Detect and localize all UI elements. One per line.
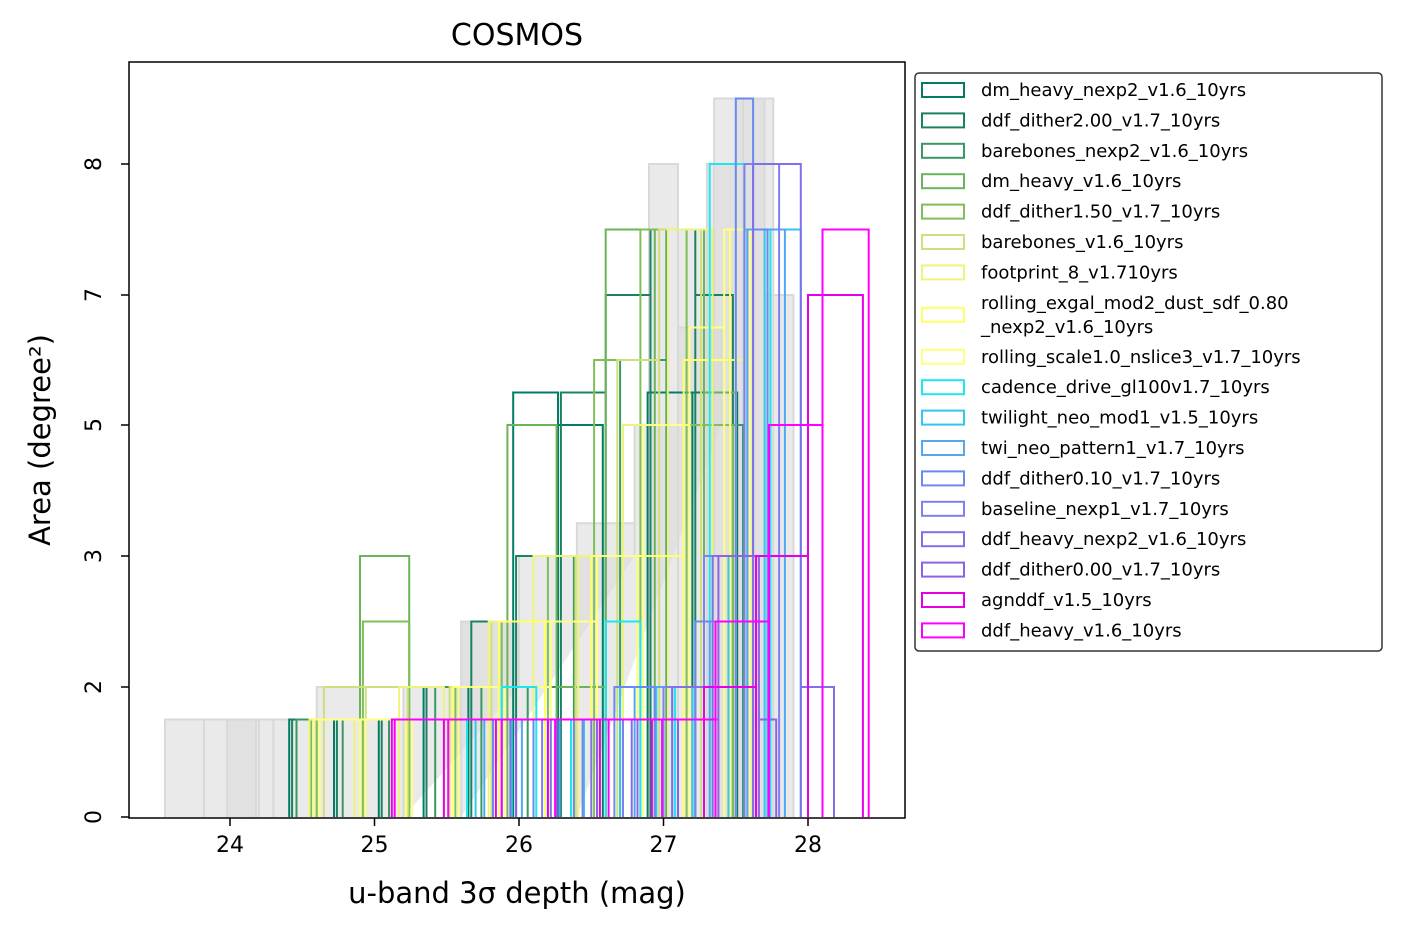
legend-label-14: baseline_nexp1_v1.7_10yrs: [981, 499, 1229, 520]
legend: dm_heavy_nexp2_v1.6_10yrs ddf_dither2.00_…: [914, 72, 1383, 652]
x-tick-label-25: 25: [361, 833, 389, 858]
legend-label-12: twi_neo_pattern1_v1.7_10yrs: [981, 438, 1244, 459]
y-tick-label-5: 5: [82, 418, 107, 432]
histogram-series-14: [500, 163, 781, 817]
x-axis-label: u-band 3σ depth (mag): [348, 876, 686, 910]
legend-label-16: ddf_dither0.00_v1.7_10yrs: [981, 560, 1220, 581]
histogram-series-18: [393, 228, 870, 817]
legend-label-8: rolling_exgal_mod2_dust_sdf_0.80 _nexp2_v…: [980, 293, 1289, 338]
legend-swatch-1: [921, 82, 965, 98]
plot-frame: [128, 61, 906, 819]
legend-swatch-10: [921, 379, 965, 396]
legend-swatch-5: [921, 203, 965, 220]
legend-label-6: barebones_v1.6_10yrs: [981, 232, 1183, 253]
legend-swatch-8: [921, 306, 965, 323]
legend-swatch-15: [921, 531, 965, 548]
x-axis: 24 25 26 27 28: [216, 818, 822, 858]
y-tick-label-3: 3: [82, 549, 107, 563]
background-histograms: [164, 97, 795, 817]
legend-label-3: barebones_nexp2_v1.6_10yrs: [981, 141, 1248, 162]
y-tick-label-8: 8: [82, 157, 107, 171]
y-tick-label-0: 0: [82, 810, 107, 824]
legend-label-2: ddf_dither2.00_v1.7_10yrs: [981, 110, 1220, 131]
legend-label-17: agnddf_v1.5_10yrs: [981, 590, 1152, 611]
legend-label-18: ddf_heavy_v1.6_10yrs: [981, 620, 1182, 641]
legend-label-1: dm_heavy_nexp2_v1.6_10yrs: [981, 80, 1246, 101]
legend-swatch-6: [921, 234, 965, 250]
legend-label-7: footprint_8_v1.710yrs: [981, 262, 1178, 283]
legend-label-4: dm_heavy_v1.6_10yrs: [981, 171, 1181, 192]
x-tick-label-27: 27: [650, 833, 678, 858]
legend-swatch-16: [921, 561, 965, 578]
background-fill-1: [227, 719, 274, 817]
legend-label-15: ddf_heavy_nexp2_v1.6_10yrs: [981, 529, 1246, 550]
legend-swatch-17: [921, 592, 965, 608]
legend-label-11: twilight_neo_mod1_v1.5_10yrs: [981, 408, 1258, 429]
legend-swatch-4: [921, 173, 965, 190]
legend-swatch-18: [921, 622, 965, 639]
y-axis-label: Area (degree²): [23, 334, 57, 546]
y-tick-label-7: 7: [82, 288, 107, 302]
legend-label-13: ddf_dither0.10_v1.7_10yrs: [981, 468, 1220, 489]
x-tick-label-24: 24: [216, 833, 244, 858]
legend-label-9: rolling_scale1.0_nslice3_v1.7_10yrs: [981, 347, 1301, 368]
x-tick-label-26: 26: [505, 833, 533, 858]
y-tick-label-2: 2: [82, 680, 107, 694]
legend-swatch-7: [921, 264, 965, 281]
legend-swatch-2: [921, 112, 965, 129]
legend-swatch-9: [921, 348, 965, 365]
legend-swatch-11: [921, 409, 965, 426]
x-tick-label-28: 28: [794, 833, 822, 858]
legend-swatch-3: [921, 142, 965, 159]
legend-swatch-12: [921, 440, 965, 456]
legend-box: [914, 72, 1383, 652]
y-axis: 0 2 3 5 7 8: [82, 157, 129, 824]
legend-swatch-13: [921, 470, 965, 487]
chart-title: COSMOS: [451, 18, 583, 53]
legend-swatch-14: [921, 500, 965, 517]
series-histograms: [288, 97, 870, 817]
legend-label-5: ddf_dither1.50_v1.7_10yrs: [981, 202, 1220, 223]
legend-label-10: cadence_drive_gl100v1.7_10yrs: [981, 377, 1270, 398]
